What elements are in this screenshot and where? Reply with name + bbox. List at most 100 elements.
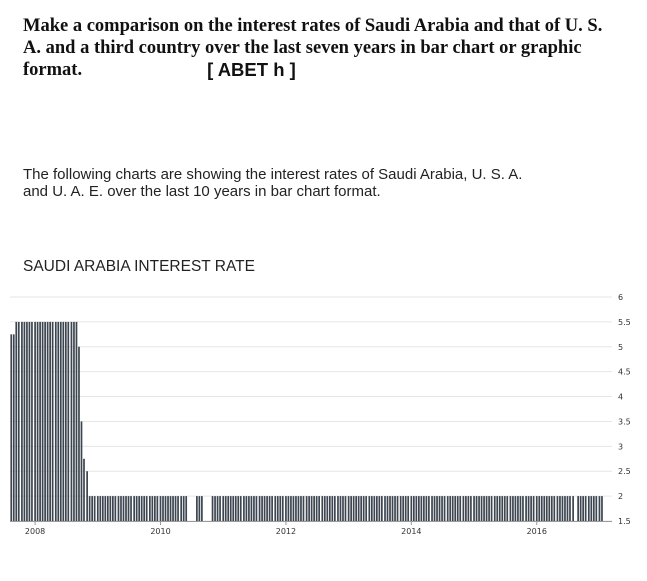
bar (49, 321, 51, 521)
bar (582, 496, 585, 521)
bar (180, 496, 183, 521)
chart-title: SAUDI ARABIA INTEREST RATE (23, 258, 255, 275)
bar (140, 496, 143, 521)
bar (224, 496, 227, 521)
bar (339, 496, 342, 521)
bar (174, 496, 177, 521)
bar (114, 496, 117, 521)
bar (125, 496, 127, 521)
bar (404, 496, 407, 521)
bar (17, 321, 20, 521)
bar (451, 496, 454, 521)
bar (239, 496, 242, 521)
bar (182, 496, 185, 521)
x-tick-label: 2014 (401, 527, 421, 536)
bar (545, 496, 548, 521)
bar (117, 496, 120, 521)
bar (106, 496, 109, 521)
bar (368, 496, 371, 521)
bar (83, 458, 85, 521)
bar (292, 496, 295, 521)
bar (496, 496, 499, 521)
bar (561, 496, 564, 521)
bar (485, 496, 488, 521)
bar (96, 496, 99, 521)
bar (389, 496, 391, 521)
bar (381, 496, 383, 521)
bar (101, 496, 104, 521)
bar (425, 496, 428, 521)
bar (78, 346, 80, 521)
bar (295, 496, 297, 521)
bar (93, 496, 96, 521)
bar (227, 496, 230, 521)
bar (415, 496, 418, 521)
bar (465, 496, 467, 521)
bar (498, 496, 501, 521)
y-tick-label: 2.5 (618, 467, 631, 476)
intro-paragraph: The following charts are showing the int… (23, 166, 623, 200)
bar (276, 496, 279, 521)
bar (373, 496, 376, 521)
bar (530, 496, 532, 521)
bar (308, 496, 310, 521)
bar (151, 496, 154, 521)
bar (384, 496, 386, 521)
bar (109, 496, 112, 521)
bar (80, 421, 83, 521)
bar (553, 496, 556, 521)
bar (57, 321, 60, 521)
bar (310, 496, 313, 521)
bar (148, 496, 151, 521)
bar (67, 321, 70, 521)
bar (281, 496, 284, 521)
bar (287, 496, 290, 521)
bar (431, 496, 433, 521)
bar (285, 496, 287, 521)
bar (214, 496, 216, 521)
bar (91, 496, 93, 521)
x-tick-label: 2010 (150, 527, 170, 536)
bar (584, 496, 587, 521)
bar (253, 496, 255, 521)
bar (360, 496, 363, 521)
bar (268, 496, 271, 521)
question-line-1: Make a comparison on the interest rates … (23, 16, 603, 36)
bar (279, 496, 282, 521)
bar (328, 496, 331, 521)
bar (535, 496, 538, 521)
bar (601, 496, 603, 521)
bar (297, 496, 300, 521)
bar (185, 496, 188, 521)
bar (344, 496, 347, 521)
bar (75, 321, 78, 521)
bar (274, 496, 277, 521)
bar (73, 321, 75, 521)
bar (514, 496, 517, 521)
bar (503, 496, 506, 521)
bar (386, 496, 389, 521)
bar (350, 496, 352, 521)
bar (104, 496, 107, 521)
bar (480, 496, 483, 521)
bar (428, 496, 430, 521)
bar (402, 496, 405, 521)
x-tick-label: 2008 (25, 527, 45, 536)
bar (420, 496, 423, 521)
bar (12, 334, 15, 521)
bar (10, 334, 13, 521)
bar (378, 496, 381, 521)
bar (154, 496, 156, 521)
bar (130, 496, 132, 521)
bar (493, 496, 496, 521)
bar (326, 496, 329, 521)
bar (462, 496, 465, 521)
bar (243, 496, 245, 521)
bar (248, 496, 250, 521)
question-line-3-text: format. (23, 60, 83, 80)
bar (443, 496, 446, 521)
bar (399, 496, 402, 521)
bar (127, 496, 130, 521)
bar (579, 496, 582, 521)
y-tick-label: 3 (618, 442, 623, 451)
